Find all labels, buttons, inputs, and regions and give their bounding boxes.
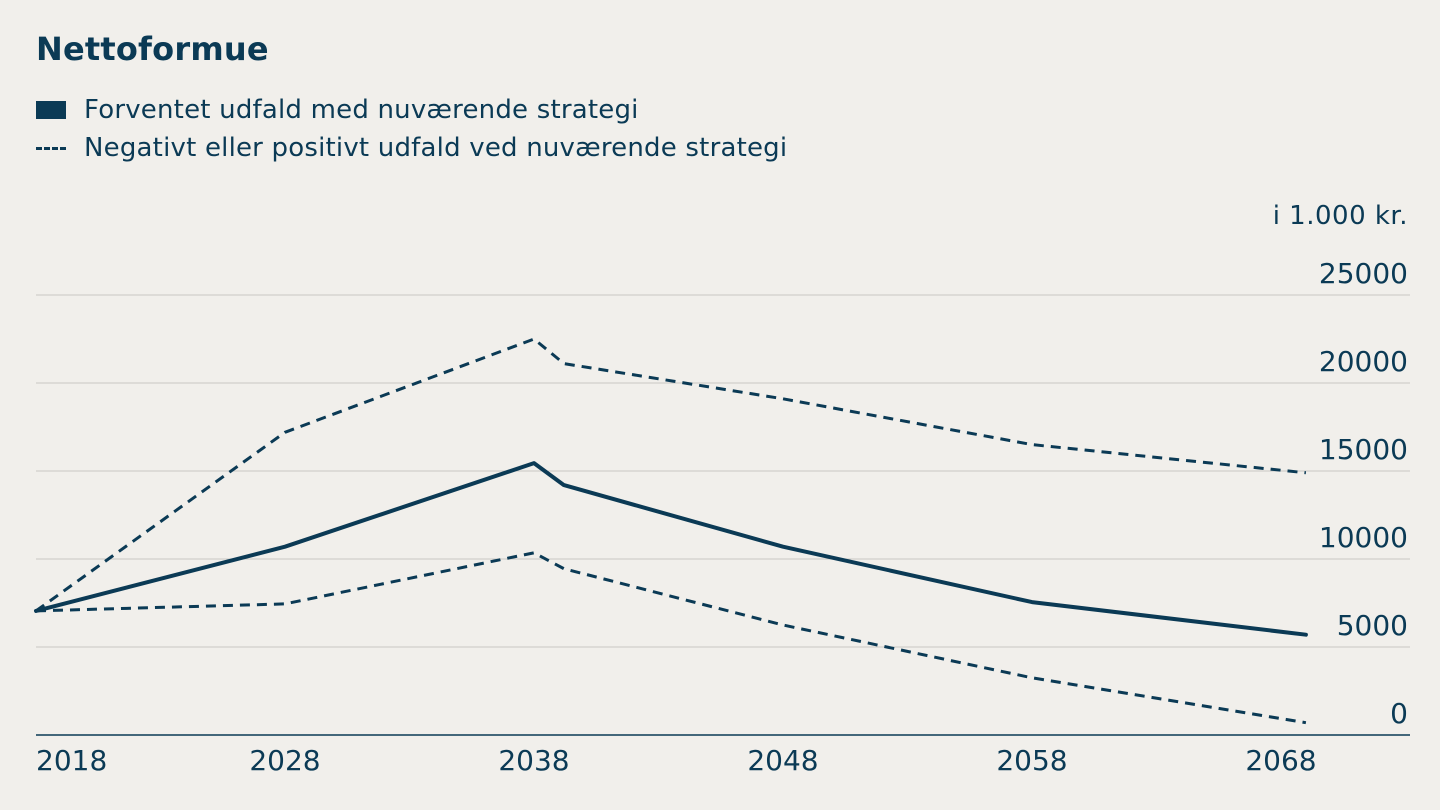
y-tick-label: 5000 [1337,609,1408,642]
x-axis-ticks: 2018 2028 2038 2048 2058 2068 [36,744,1317,777]
x-tick-label: 2048 [747,744,818,777]
legend-label-expected: Forventet udfald med nuværende strategi [84,95,639,125]
x-tick-label: 2018 [36,744,107,777]
series-line-upper [35,337,1307,613]
y-axis-ticks: 25000 20000 15000 10000 5000 0 [1319,257,1408,730]
y-tick-label: 25000 [1319,257,1408,290]
series-line-expected [34,461,1308,637]
legend-swatch-dashed [36,146,66,150]
y-tick-label: 10000 [1319,521,1408,554]
y-tick-label: 0 [1390,697,1408,730]
gridlines [36,294,1410,736]
y-tick-label: 20000 [1319,345,1408,378]
legend-label-range: Negativt eller positivt udfald ved nuvær… [84,133,788,163]
legend-item-expected: Forventet udfald med nuværende strategi [36,95,639,125]
x-tick-label: 2058 [996,744,1067,777]
series-line-lower [35,551,1307,725]
x-tick-label: 2068 [1245,744,1316,777]
y-tick-label: 15000 [1319,433,1408,466]
x-tick-label: 2028 [249,744,320,777]
chart-title: Nettoformue [36,30,269,68]
legend-item-range: Negativt eller positivt udfald ved nuvær… [36,133,787,163]
legend-swatch-solid [36,101,66,119]
series-lines [34,337,1308,725]
x-tick-label: 2038 [498,744,569,777]
y-axis-unit-label: i 1.000 kr. [1272,201,1408,231]
